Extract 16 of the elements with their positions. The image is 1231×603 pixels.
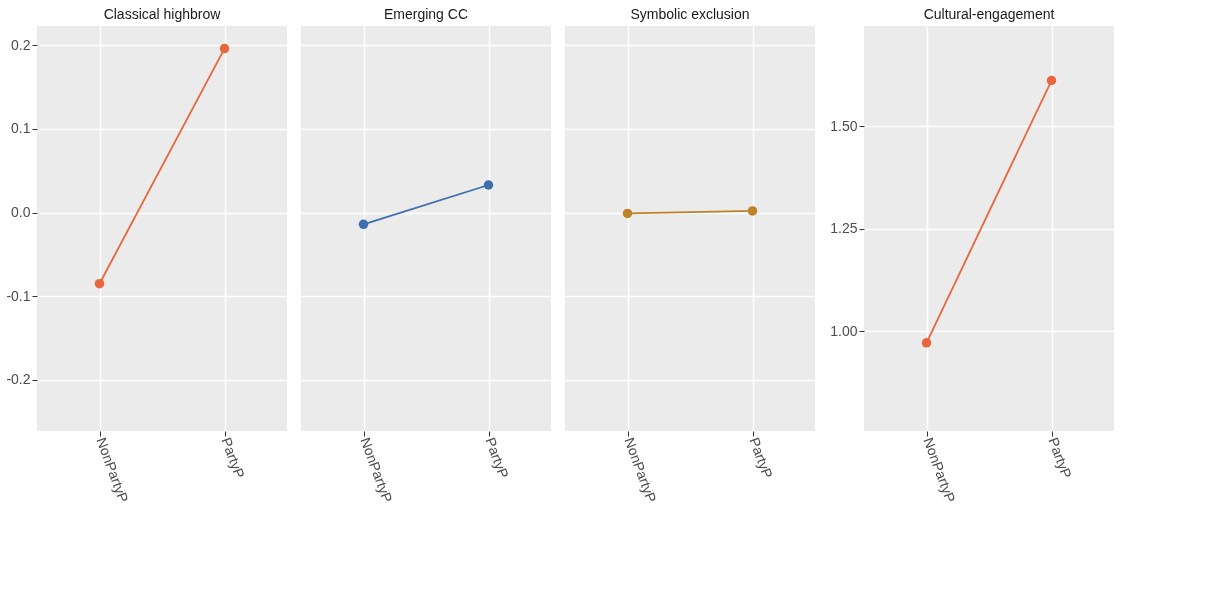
x-tick-label: PartyP (482, 435, 512, 481)
x-tick-label: PartyP (218, 435, 248, 481)
y-tick-label: -0.1 (6, 287, 31, 304)
x-tick-label: PartyP (1045, 435, 1075, 481)
y-tick-label: 0.2 (11, 36, 31, 53)
y-tick-label: 1.00 (830, 322, 858, 339)
chart-title: Cultural-engagement (923, 6, 1055, 22)
chart-title: Symbolic exclusion (630, 6, 750, 22)
y-tick-label: -0.2 (6, 371, 31, 388)
chart-title: Emerging CC (383, 6, 469, 22)
y-tick-label: 0.1 (11, 120, 31, 137)
y-tick-label: 1.25 (830, 220, 858, 237)
y-tick-label: 0.0 (11, 204, 31, 221)
y-tick-label: 1.50 (830, 117, 858, 134)
x-tick-label: PartyP (746, 435, 776, 481)
chart-title: Classical highbrow (103, 6, 222, 22)
